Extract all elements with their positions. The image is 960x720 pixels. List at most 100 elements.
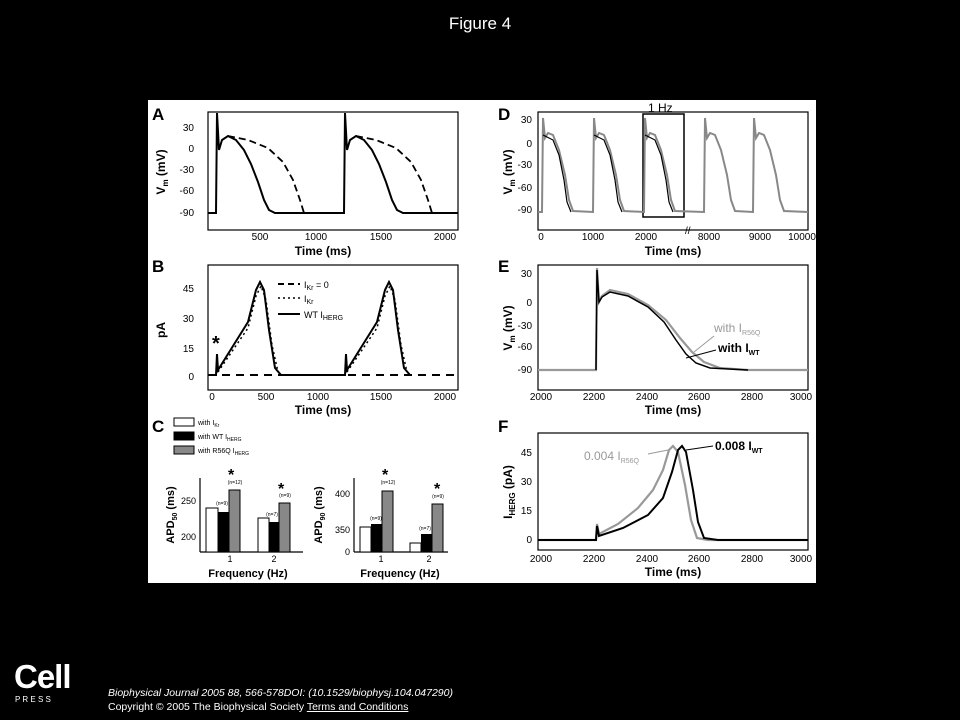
n-label: (n=9) bbox=[216, 501, 228, 507]
figure-4-image: A B C D E F 30 0 -30 -60 -90 500 1000 15… bbox=[148, 100, 816, 583]
panel-d-xlabel: Time (ms) bbox=[645, 244, 701, 258]
panel-e-label-r56q: with IR56Q bbox=[713, 321, 761, 337]
panel-f-frame bbox=[537, 432, 809, 551]
panel-e-label-wt: with IWT bbox=[717, 341, 760, 357]
legend-label: with IKr bbox=[197, 420, 220, 429]
panel-label-d: D bbox=[498, 105, 510, 124]
significance-asterisk: * bbox=[434, 481, 441, 498]
tick-label: 250 bbox=[181, 496, 196, 506]
panel-a-trace-solid bbox=[208, 112, 458, 214]
legend-swatch bbox=[173, 445, 195, 455]
tick-label: 2000 bbox=[530, 554, 553, 565]
legend-label: with R56Q IHERG bbox=[197, 448, 249, 457]
bar-r56q-1hz bbox=[228, 489, 241, 553]
bar-ikr-1hz bbox=[359, 526, 372, 553]
panel-f-label-wt: 0.008 IWT bbox=[715, 439, 763, 455]
tick-label: 9000 bbox=[749, 232, 772, 243]
n-label: (n=7) bbox=[266, 512, 278, 518]
tick-label: 30 bbox=[521, 115, 533, 126]
legend-swatch bbox=[173, 431, 195, 441]
tick-label: 30 bbox=[521, 477, 533, 488]
panel-c-apd50-chart: 250 200 1 2 Frequency (Hz) APD50 (ms) (n… bbox=[165, 467, 303, 580]
citation-text: Biophysical Journal 2005 88, 566-578DOI:… bbox=[108, 687, 453, 699]
bar-ikr-2hz bbox=[257, 517, 270, 553]
legend-swatch bbox=[173, 417, 195, 427]
n-label: (n=12) bbox=[381, 480, 396, 486]
n-label: (n=7) bbox=[419, 526, 431, 532]
panel-f-label-r56q: 0.004 IR56Q bbox=[584, 449, 640, 465]
tick-label: 0 bbox=[345, 547, 350, 557]
panel-label-b: B bbox=[152, 257, 164, 276]
tick-label: 30 bbox=[521, 269, 533, 280]
n-label: (n=9) bbox=[370, 516, 382, 522]
tick-label: -30 bbox=[518, 321, 533, 332]
panel-d-trace-gray bbox=[538, 117, 809, 214]
legend-label: IKr bbox=[304, 294, 314, 306]
panel-b-asterisk: * bbox=[212, 333, 220, 355]
panel-b-frame bbox=[207, 264, 459, 391]
panel-a-ylabel: Vm (mV) bbox=[154, 149, 170, 194]
panel-label-e: E bbox=[498, 257, 509, 276]
tick-label: 8000 bbox=[698, 232, 721, 243]
tick-label: 0 bbox=[526, 139, 532, 150]
panel-f-pointer-wt bbox=[685, 445, 714, 451]
panel-d-highlight-box bbox=[642, 113, 685, 218]
panel-c-legend: with IKr with WT IHERG with R56Q IHERG bbox=[173, 417, 249, 457]
cell-press-logo: Cell P R E S S bbox=[14, 658, 80, 706]
panel-c-apd90-ylabel: APD90 (ms) bbox=[313, 486, 327, 544]
tick-label: 2000 bbox=[635, 232, 658, 243]
logo-word: Cell bbox=[14, 658, 71, 695]
panel-b-ylabel: pA bbox=[154, 322, 168, 338]
tick-label: 0 bbox=[526, 298, 532, 309]
tick-label: 2 bbox=[426, 554, 431, 564]
tick-label: 3000 bbox=[790, 554, 813, 565]
panel-c-apd90-xlabel: Frequency (Hz) bbox=[360, 568, 440, 580]
panel-a-yticks: 30 0 -30 -60 -90 bbox=[180, 123, 195, 219]
n-label: (n=9) bbox=[432, 494, 444, 500]
panel-a: 30 0 -30 -60 -90 500 1000 1500 2000 Time… bbox=[154, 111, 459, 258]
legend-label: with WT IHERG bbox=[197, 434, 242, 443]
bar-r56q-2hz bbox=[278, 502, 291, 553]
bar-ikr-2hz bbox=[409, 542, 422, 553]
bar-wt-2hz bbox=[421, 534, 432, 552]
tick-label: 1000 bbox=[305, 232, 328, 243]
tick-label: 500 bbox=[258, 392, 275, 403]
significance-asterisk: * bbox=[278, 481, 285, 498]
tick-label: 1 bbox=[227, 554, 232, 564]
panel-b-trace-solid bbox=[208, 279, 411, 376]
tick-label: 1 bbox=[378, 554, 383, 564]
panel-e: 30 0 -30 -60 -90 2000 2200 2400 2600 280… bbox=[501, 264, 813, 417]
panel-b: 45 30 15 0 0 500 1000 1500 2000 Time (ms… bbox=[154, 264, 459, 417]
panel-b-xlabel: Time (ms) bbox=[295, 403, 351, 417]
panel-f-trace-wt bbox=[538, 444, 808, 541]
tick-label: 2200 bbox=[583, 554, 606, 565]
tick-label: 2400 bbox=[636, 554, 659, 565]
tick-label: 500 bbox=[252, 232, 269, 243]
significance-asterisk: * bbox=[228, 467, 235, 484]
tick-label: 1500 bbox=[370, 392, 393, 403]
bar-wt-1hz bbox=[218, 512, 229, 552]
tick-label: 2000 bbox=[530, 392, 553, 403]
panel-b-xticks: 0 500 1000 1500 2000 bbox=[209, 392, 456, 403]
tick-label: 45 bbox=[183, 284, 195, 295]
tick-label: 2600 bbox=[688, 554, 711, 565]
tick-label: -60 bbox=[180, 186, 195, 197]
terms-link[interactable]: Terms and Conditions bbox=[306, 701, 409, 713]
tick-label: 10000 bbox=[788, 232, 816, 243]
panel-label-f: F bbox=[498, 417, 508, 436]
panel-f: 45 30 15 0 2000 2200 2400 2600 2800 3000… bbox=[501, 432, 813, 579]
panel-d-frame bbox=[537, 111, 809, 231]
bar-wt-1hz bbox=[371, 524, 382, 552]
bar-ikr-1hz bbox=[205, 507, 219, 553]
tick-label: 0 bbox=[188, 372, 194, 383]
tick-label: 2000 bbox=[434, 392, 457, 403]
tick-label: 0 bbox=[526, 535, 532, 546]
panel-a-trace-dashed bbox=[227, 135, 433, 214]
panel-label-a: A bbox=[152, 105, 164, 124]
panel-a-frame bbox=[207, 111, 459, 231]
tick-label: 3000 bbox=[790, 392, 813, 403]
panel-label-c: C bbox=[152, 417, 164, 436]
tick-label: -60 bbox=[518, 342, 533, 353]
tick-label: 2800 bbox=[741, 554, 764, 565]
tick-label: -30 bbox=[180, 165, 195, 176]
